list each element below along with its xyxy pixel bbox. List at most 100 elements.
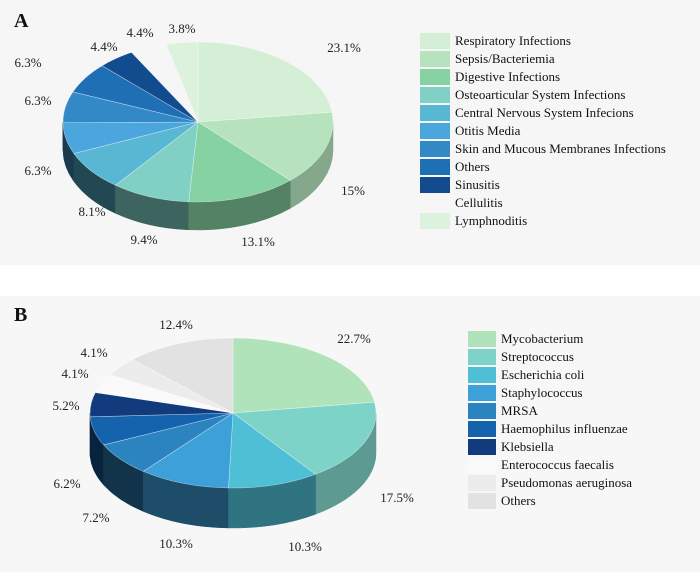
pct-label-pseudomonas-aeruginosa: 4.1% (80, 345, 107, 360)
pie-slice-mycobacterium (232, 337, 375, 414)
legend-swatch (420, 51, 450, 67)
legend-item-lymphnoditis: Lymphnoditis (420, 212, 666, 230)
pie-slice-sepsis-bacteriemia (197, 111, 334, 181)
pct-label-klebsiella: 5.2% (52, 398, 79, 413)
legend-label: Respiratory Infections (455, 33, 571, 48)
legend-item-haemophilus-influenzae: Haemophilus influenzae (468, 420, 632, 438)
pie-chart-b: 22.7% 17.5% 10.3% 10.3% 7.2% 6.2% 5.2% 4.1% 4.1%… (52, 317, 414, 554)
legend-swatch (468, 421, 496, 437)
legend-item-skin-and-mucous-membranes-infections: Skin and Mucous Membranes Infections (420, 140, 666, 158)
legend-label: Sinusitis (455, 177, 500, 192)
legend-label: MRSA (501, 403, 538, 418)
panel-a: A 23.1% 15% 13.1% 9.4% 8.1% 6.3% 6.3% 6.3% 4.4% 4… (0, 0, 700, 265)
legend-label: Skin and Mucous Membranes Infections (455, 141, 666, 156)
legend-swatch (420, 33, 450, 49)
legend-label: Escherichia coli (501, 367, 585, 382)
legend-item-digestive-infections: Digestive Infections (420, 68, 666, 86)
legend-swatch (468, 457, 496, 473)
legend-item-others: Others (468, 492, 632, 510)
pct-label-staphylococcus: 10.3% (159, 536, 193, 551)
pct-label-sinusitis: 4.4% (90, 39, 117, 54)
legend-item-enterococcus-faecalis: Enterococcus faecalis (468, 456, 632, 474)
legend-swatch (468, 475, 496, 491)
pie-slice-digestive-infections (188, 121, 291, 203)
legend-label: Klebsiella (501, 439, 554, 454)
legend-swatch (420, 195, 450, 211)
legend-swatch (468, 367, 496, 383)
pct-label-lymphnoditis: 3.8% (168, 21, 195, 36)
legend-swatch (468, 385, 496, 401)
legend-label: Sepsis/Bacteriemia (455, 51, 555, 66)
legend-label: Osteoarticular System Infections (455, 87, 626, 102)
panel-a-label: A (14, 10, 29, 32)
legend-item-streptococcus: Streptococcus (468, 348, 632, 366)
legend-item-staphylococcus: Staphylococcus (468, 384, 632, 402)
pct-label-central-nervous-system-infecions: 8.1% (78, 204, 105, 219)
legend-label: Streptococcus (501, 349, 574, 364)
legend-label: Others (455, 159, 490, 174)
legend-item-klebsiella: Klebsiella (468, 438, 632, 456)
pct-label-skin-and-mucous-membranes-infections: 6.3% (24, 93, 51, 108)
pct-label-enterococcus-faecalis: 4.1% (61, 366, 88, 381)
legend-item-respiratory-infections: Respiratory Infections (420, 32, 666, 50)
legend-item-others: Others (420, 158, 666, 176)
pct-label-otitis-media: 6.3% (24, 163, 51, 178)
pct-label-cellulitis: 4.4% (126, 25, 153, 40)
pie-slice-osteoarticular-system-infections (114, 121, 199, 203)
pie-slice-lymphnoditis (165, 41, 199, 123)
legend-swatch (468, 439, 496, 455)
legend-swatch (468, 331, 496, 347)
legend-label: Haemophilus influenzae (501, 421, 628, 436)
legend-label: Lymphnoditis (455, 213, 528, 228)
pct-label-mrsa: 7.2% (82, 510, 109, 525)
legend-item-otitis-media: Otitis Media (420, 122, 666, 140)
legend-label: Digestive Infections (455, 69, 561, 84)
legend-item-osteoarticular-system-infections: Osteoarticular System Infections (420, 86, 666, 104)
legend-item-central-nervous-system-infecions: Central Nervous System Infecions (420, 104, 666, 122)
legend-item-sinusitis: Sinusitis (420, 176, 666, 194)
legend-swatch (468, 493, 496, 509)
pct-label-haemophilus-influenzae: 6.2% (53, 476, 80, 491)
pct-label-escherichia-coli: 10.3% (288, 539, 322, 554)
legend-swatch (420, 105, 450, 121)
legend-label: Mycobacterium (501, 331, 584, 346)
legend-item-sepsis-bacteriemia: Sepsis/Bacteriemia (420, 50, 666, 68)
pct-label-others: 6.3% (14, 55, 41, 70)
pie-slice-others (131, 337, 234, 414)
legend-swatch (420, 69, 450, 85)
panel-b: B 22.7% 17.5% 10.3% 10.3% 7.2% 6.2% 5.2% 4.1% 4.… (0, 296, 700, 572)
legend-item-escherichia-coli: Escherichia coli (468, 366, 632, 384)
legend-label: Cellulitis (455, 195, 503, 210)
legend-label: Central Nervous System Infecions (455, 105, 634, 120)
legend-item-cellulitis: Cellulitis (420, 194, 666, 212)
pct-label-streptococcus: 17.5% (380, 490, 414, 505)
panel-b-label: B (14, 304, 28, 326)
legend-swatch (468, 349, 496, 365)
pie-slice-streptococcus (232, 401, 377, 475)
pct-label-mycobacterium: 22.7% (337, 331, 371, 346)
legend-item-mycobacterium: Mycobacterium (468, 330, 632, 348)
legend-swatch (420, 213, 450, 229)
legend-a: Respiratory Infections Sepsis/Bacteriemia… (420, 32, 666, 230)
legend-label: Others (501, 493, 536, 508)
legend-item-mrsa: MRSA (468, 402, 632, 420)
pie-slice-escherichia-coli (228, 412, 317, 489)
pct-label-digestive-infections: 13.1% (241, 234, 275, 249)
legend-label: Pseudomonas aeruginosa (501, 475, 633, 490)
legend-swatch (420, 87, 450, 103)
pct-label-respiratory-infections: 23.1% (327, 40, 361, 55)
legend-swatch (420, 177, 450, 193)
legend-swatch (420, 141, 450, 157)
legend-label: Otitis Media (455, 123, 521, 138)
pie-slice-respiratory-infections (197, 41, 333, 123)
legend-label: Enterococcus faecalis (501, 457, 614, 472)
pct-label-osteoarticular-system-infections: 9.4% (130, 232, 157, 247)
pct-label-sepsis-bacteriemia: 15% (341, 183, 365, 198)
legend-b: Mycobacterium Streptococcus Escherichia co… (468, 330, 632, 510)
pie-chart-a: 23.1% 15% 13.1% 9.4% 8.1% 6.3% 6.3% 6.3% 4.4% 4.4… (14, 21, 365, 249)
pie-slice-staphylococcus (142, 412, 234, 489)
legend-label: Staphylococcus (501, 385, 583, 400)
pct-label-others: 12.4% (159, 317, 193, 332)
legend-swatch (468, 403, 496, 419)
legend-swatch (420, 123, 450, 139)
